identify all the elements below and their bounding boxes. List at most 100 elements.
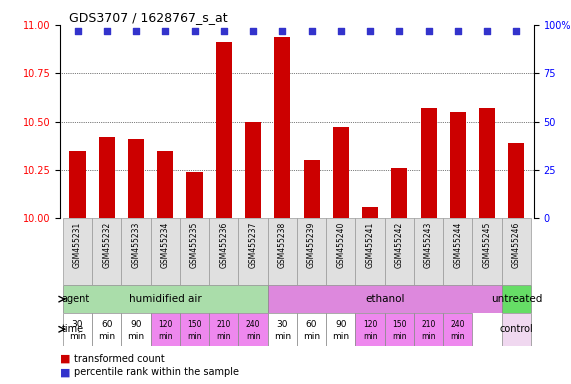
Text: min: min <box>158 332 172 341</box>
Bar <box>443 218 472 285</box>
Bar <box>274 36 290 218</box>
Text: min: min <box>303 332 320 341</box>
Text: GSM455238: GSM455238 <box>278 222 287 268</box>
Bar <box>128 139 144 218</box>
Text: ■: ■ <box>60 354 70 364</box>
Bar <box>414 313 443 346</box>
Bar <box>420 108 437 218</box>
Text: 90: 90 <box>335 320 347 329</box>
Text: ■: ■ <box>60 367 70 377</box>
Bar <box>209 218 239 285</box>
Text: GSM455232: GSM455232 <box>102 222 111 268</box>
Text: 210: 210 <box>421 320 436 329</box>
Point <box>73 28 82 34</box>
Point <box>307 28 316 34</box>
Text: min: min <box>127 332 144 341</box>
Bar <box>502 313 531 346</box>
Text: GSM455233: GSM455233 <box>131 222 140 268</box>
Text: control: control <box>500 324 533 334</box>
Text: GSM455245: GSM455245 <box>482 222 492 268</box>
Bar <box>508 143 524 218</box>
Text: 210: 210 <box>216 320 231 329</box>
Point <box>482 28 492 34</box>
Bar <box>304 160 320 218</box>
Text: GSM455243: GSM455243 <box>424 222 433 268</box>
Bar <box>216 42 232 218</box>
Bar <box>92 218 122 285</box>
Text: GSM455244: GSM455244 <box>453 222 463 268</box>
Bar <box>391 168 407 218</box>
Bar <box>180 218 209 285</box>
Bar <box>245 122 261 218</box>
Bar <box>268 218 297 285</box>
Text: min: min <box>274 332 291 341</box>
Text: GSM455235: GSM455235 <box>190 222 199 268</box>
Text: GSM455239: GSM455239 <box>307 222 316 268</box>
Bar <box>151 218 180 285</box>
Text: agent: agent <box>62 294 90 304</box>
Point <box>336 28 345 34</box>
Point <box>512 28 521 34</box>
Text: untreated: untreated <box>490 294 542 304</box>
Text: min: min <box>69 332 86 341</box>
Text: 150: 150 <box>187 320 202 329</box>
Text: percentile rank within the sample: percentile rank within the sample <box>74 367 239 377</box>
Text: transformed count: transformed count <box>74 354 165 364</box>
Text: min: min <box>216 332 231 341</box>
Point <box>424 28 433 34</box>
Text: 120: 120 <box>158 320 172 329</box>
Text: humidified air: humidified air <box>129 294 202 304</box>
Bar <box>63 285 268 313</box>
Text: min: min <box>451 332 465 341</box>
Bar <box>239 313 268 346</box>
Bar <box>157 151 174 218</box>
Bar <box>151 313 180 346</box>
Point <box>219 28 228 34</box>
Text: min: min <box>332 332 349 341</box>
Point <box>365 28 375 34</box>
Text: 30: 30 <box>72 320 83 329</box>
Text: 240: 240 <box>246 320 260 329</box>
Bar <box>479 108 495 218</box>
Bar <box>297 313 326 346</box>
Text: 30: 30 <box>276 320 288 329</box>
Bar <box>326 218 355 285</box>
Point <box>190 28 199 34</box>
Text: GSM455240: GSM455240 <box>336 222 345 268</box>
Bar <box>63 313 92 346</box>
Bar <box>472 218 502 285</box>
Text: min: min <box>187 332 202 341</box>
Bar <box>99 137 115 218</box>
Bar <box>450 112 466 218</box>
Bar <box>297 218 326 285</box>
Text: min: min <box>246 332 260 341</box>
Bar <box>355 313 385 346</box>
Text: GSM455236: GSM455236 <box>219 222 228 268</box>
Bar <box>502 285 531 313</box>
Text: GSM455242: GSM455242 <box>395 222 404 268</box>
Point <box>131 28 140 34</box>
Bar <box>333 127 349 218</box>
Bar <box>70 151 86 218</box>
Text: 120: 120 <box>363 320 377 329</box>
Bar <box>268 313 297 346</box>
Text: GSM455231: GSM455231 <box>73 222 82 268</box>
Text: min: min <box>421 332 436 341</box>
Text: GSM455234: GSM455234 <box>161 222 170 268</box>
Point <box>102 28 111 34</box>
Bar <box>63 218 92 285</box>
Text: GSM455246: GSM455246 <box>512 222 521 268</box>
Bar <box>92 313 122 346</box>
Point <box>278 28 287 34</box>
Bar <box>355 218 385 285</box>
Text: 60: 60 <box>101 320 112 329</box>
Bar <box>326 313 355 346</box>
Bar <box>502 218 531 285</box>
Bar <box>385 218 414 285</box>
Text: 150: 150 <box>392 320 407 329</box>
Text: 90: 90 <box>130 320 142 329</box>
Bar <box>443 313 472 346</box>
Text: min: min <box>363 332 377 341</box>
Point <box>160 28 170 34</box>
Bar <box>122 218 151 285</box>
